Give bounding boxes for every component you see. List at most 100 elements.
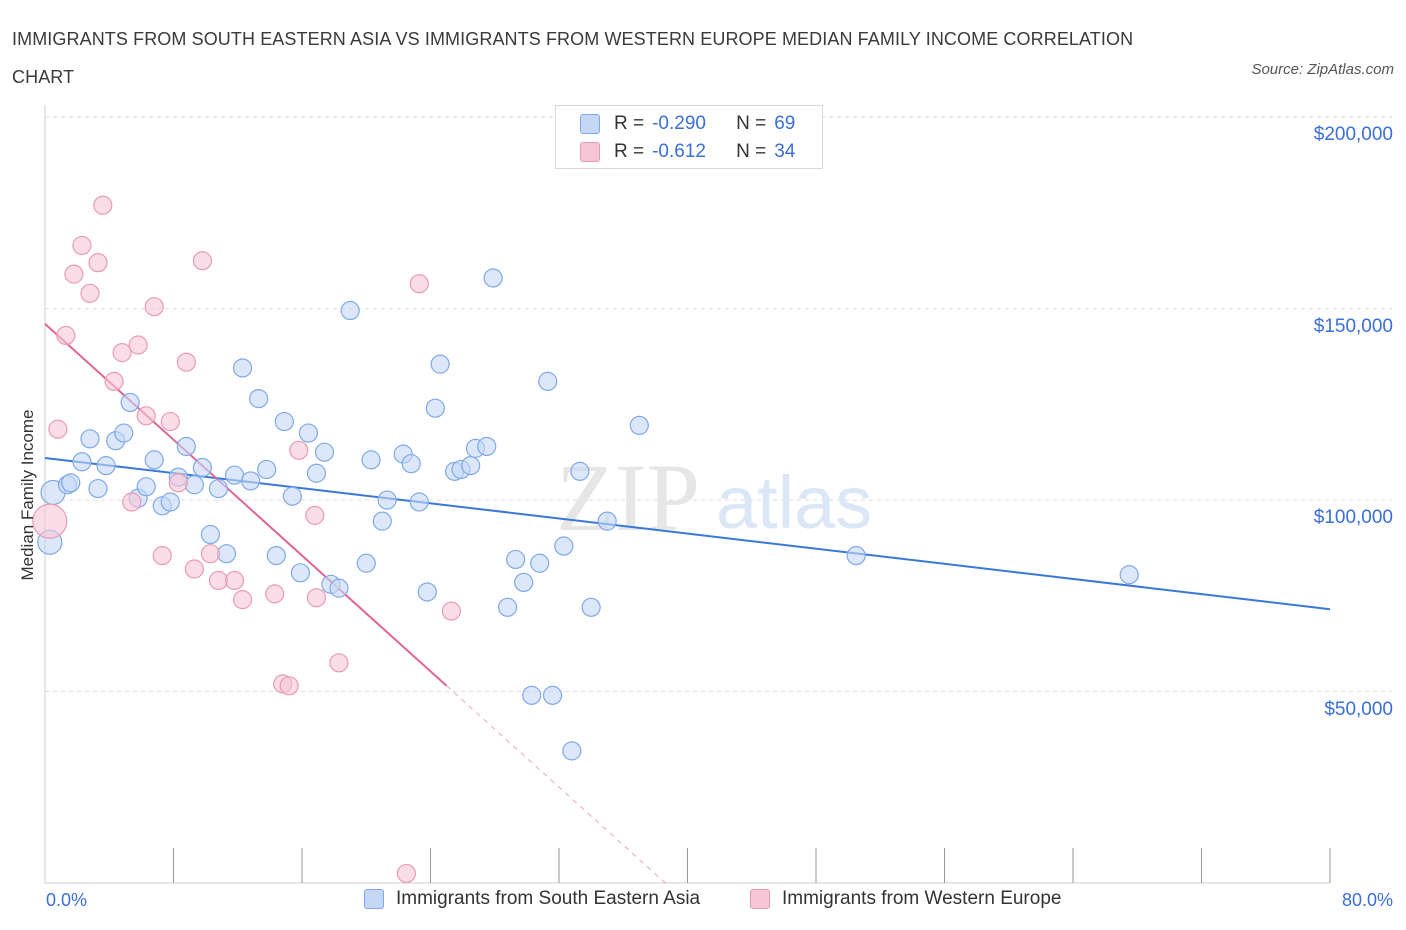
point-south-eastern-asia (224, 465, 245, 485)
point-south-eastern-asia (562, 741, 582, 761)
point-western-europe (265, 584, 285, 604)
point-south-eastern-asia (144, 450, 164, 470)
legend-r-value: -0.612 (652, 141, 706, 162)
legend-n-value: 69 (774, 113, 796, 134)
legend-r-label: R = (614, 141, 645, 162)
y-tick-label: $50,000 (1324, 698, 1393, 720)
point-south-eastern-asia (216, 544, 237, 564)
point-western-europe (329, 653, 349, 673)
point-south-eastern-asia (120, 392, 140, 413)
point-south-eastern-asia (554, 536, 574, 556)
point-western-europe (232, 590, 253, 610)
trend-line-extension (446, 685, 666, 884)
point-western-europe (224, 570, 245, 591)
y-axis-label: Median Family Income (18, 409, 37, 581)
point-south-eastern-asia (241, 471, 261, 491)
chart-title: IMMIGRANTS FROM SOUTH EASTERN ASIA VS IM… (12, 29, 1134, 87)
point-western-europe (80, 283, 100, 303)
point-south-eastern-asia (340, 300, 360, 321)
series-name: Immigrants from Western Europe (782, 888, 1062, 909)
point-south-eastern-asia (136, 477, 156, 497)
point-western-europe (176, 352, 196, 372)
point-south-eastern-asia (184, 475, 204, 495)
point-south-eastern-asia (290, 563, 310, 583)
legend-row-western-europe: R = -0.612 N = 34 (580, 140, 795, 164)
point-south-eastern-asia (88, 478, 108, 499)
watermark-atlas: atlas (716, 461, 872, 544)
point-south-eastern-asia (506, 549, 526, 570)
legend-row-south-eastern-asia: R = -0.290 N = 69 (580, 112, 795, 136)
point-south-eastern-asia (597, 511, 617, 531)
legend-n-label: N = (736, 113, 767, 134)
point-western-europe (48, 419, 68, 439)
point-south-eastern-asia (274, 411, 294, 432)
point-south-eastern-asia (314, 442, 335, 462)
point-south-eastern-asia (298, 423, 319, 443)
point-western-europe (192, 251, 213, 271)
point-south-eastern-asia (282, 486, 302, 506)
point-south-eastern-asia (192, 457, 213, 478)
point-south-eastern-asia (356, 553, 376, 573)
point-south-eastern-asia (530, 553, 550, 573)
point-south-eastern-asia (377, 490, 397, 510)
point-western-europe (208, 570, 229, 591)
point-south-eastern-asia (266, 545, 286, 566)
point-south-eastern-asia (1119, 565, 1139, 585)
point-south-eastern-asia (401, 454, 421, 474)
y-tick-label: $150,000 (1313, 315, 1393, 337)
point-western-europe (306, 588, 327, 608)
point-south-eastern-asia (232, 358, 253, 378)
point-south-eastern-asia (329, 578, 349, 598)
point-south-eastern-asia (538, 371, 558, 391)
point-south-eastern-asia (629, 415, 649, 436)
point-south-eastern-asia (372, 511, 392, 531)
legend-swatch-pink (580, 142, 600, 162)
point-western-europe (136, 406, 156, 426)
point-western-europe (32, 503, 68, 539)
point-western-europe (200, 544, 221, 564)
point-south-eastern-asia (542, 685, 563, 705)
point-south-eastern-asia (257, 459, 277, 480)
point-south-eastern-asia (208, 478, 229, 499)
point-south-eastern-asia (61, 473, 81, 493)
point-south-eastern-asia (514, 572, 534, 593)
legend-n-label: N = (736, 141, 767, 162)
data-points (32, 195, 1139, 884)
series-swatch-blue (364, 889, 384, 909)
point-south-eastern-asia (114, 423, 134, 443)
legend-r-value: -0.290 (652, 113, 706, 134)
point-south-eastern-asia (306, 463, 327, 483)
chart-source: Source: ZipAtlas.com (1251, 61, 1394, 78)
point-south-eastern-asia (477, 436, 497, 457)
point-south-eastern-asia (846, 545, 866, 566)
point-western-europe (144, 297, 164, 317)
point-western-europe (184, 559, 204, 579)
point-south-eastern-asia (176, 436, 196, 457)
point-western-europe (441, 601, 461, 621)
point-western-europe (122, 492, 142, 512)
point-western-europe (104, 371, 124, 391)
point-western-europe (64, 264, 84, 284)
point-western-europe (93, 195, 113, 215)
point-south-eastern-asia (581, 597, 601, 617)
point-south-eastern-asia (409, 492, 429, 512)
legend-swatch-blue (580, 114, 600, 134)
point-south-eastern-asia (430, 354, 450, 374)
point-western-europe (112, 343, 132, 363)
watermark-zip: ZIP (556, 444, 700, 551)
series-swatch-pink (750, 889, 770, 909)
x-tick-label-min: 0.0% (46, 890, 88, 910)
point-south-eastern-asia (522, 685, 542, 705)
watermark: ZIP atlas (556, 444, 872, 551)
series-legend-western-europe: Immigrants from Western Europe (750, 888, 1061, 910)
point-south-eastern-asia (498, 597, 518, 617)
point-south-eastern-asia (461, 456, 481, 476)
legend-n-value: 34 (774, 141, 796, 162)
series-legend-south-eastern-asia: Immigrants from South Eastern Asia (364, 888, 700, 910)
point-western-europe (168, 473, 188, 493)
legend-r-label: R = (614, 113, 645, 134)
axes (44, 105, 1331, 884)
point-western-europe (72, 235, 92, 256)
point-western-europe (88, 253, 108, 273)
